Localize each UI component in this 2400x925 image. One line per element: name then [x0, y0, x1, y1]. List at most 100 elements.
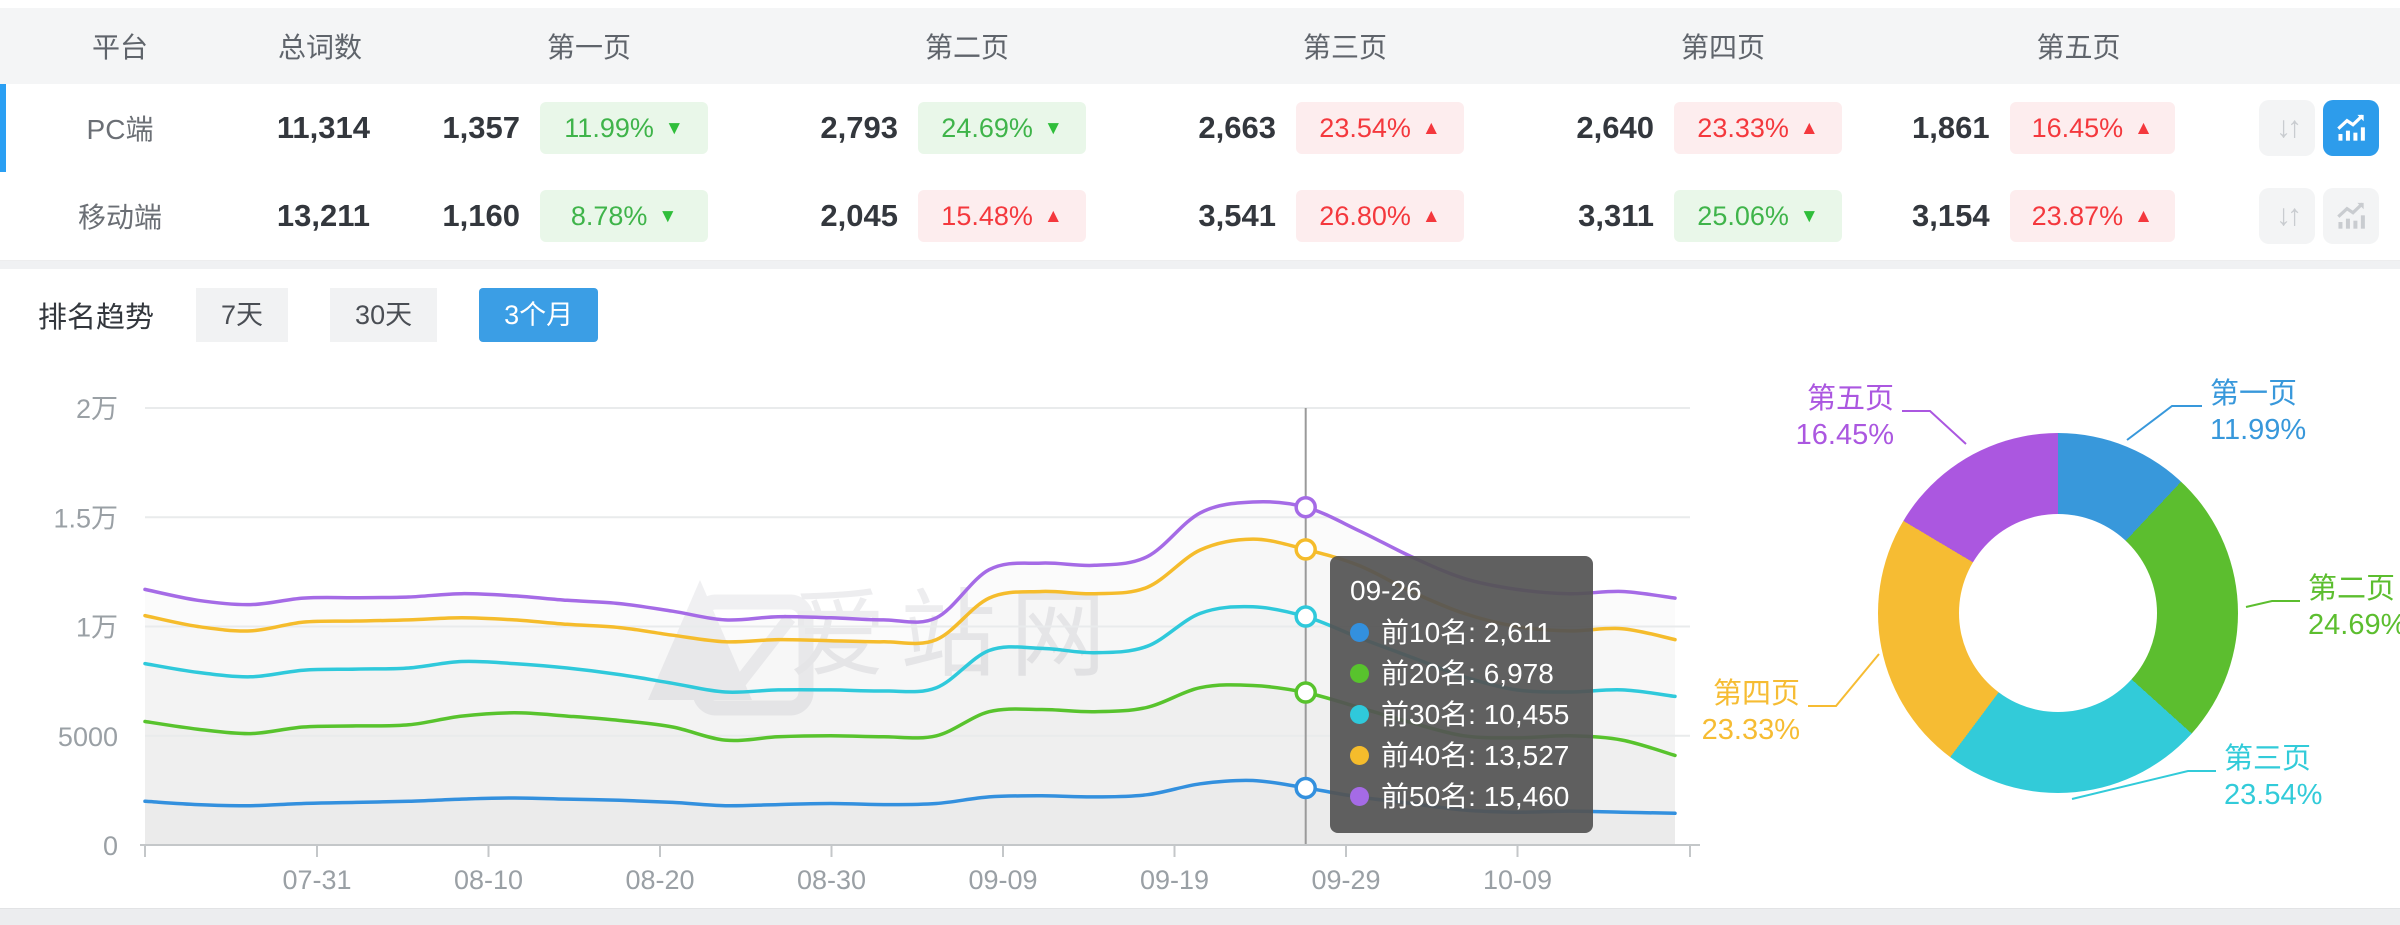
- table-row-mobile[interactable]: 移动端 13,211 1,160 8.78% ▼ 2,045 15.48% ▲ 3,…: [0, 172, 2400, 262]
- highlight-marker-前10名: [1294, 776, 1317, 800]
- page1-count: 1,160: [442, 198, 520, 233]
- platform-label: 移动端: [77, 202, 162, 233]
- change-badge: 8.78% ▼: [540, 190, 708, 242]
- show-trend-chart-button[interactable]: [2323, 100, 2379, 156]
- change-pct: 25.06%: [1697, 200, 1789, 231]
- col-header-page4: 第四页: [1680, 32, 1765, 63]
- change-pct: 15.48%: [941, 200, 1033, 231]
- donut-label-第三页: 第三页 23.54%: [2224, 743, 2323, 811]
- trend-arrow-icon: ▲: [1421, 117, 1441, 139]
- page3-cell: 3,541 26.80% ▲: [1156, 190, 1534, 242]
- trend-toolbar: 排名趋势 7天 30天 3个月: [38, 288, 640, 342]
- page1-cell: 1,160 8.78% ▼: [400, 190, 778, 242]
- y-tick-label: 1万: [76, 613, 118, 643]
- page4-cell: 2,640 23.33% ▲: [1534, 102, 1912, 154]
- sort-updown-icon: ↓↑: [2276, 199, 2302, 232]
- highlight-marker-前40名: [1294, 538, 1317, 561]
- trend-chart-icon: [2337, 114, 2365, 141]
- tab-3months[interactable]: 3个月: [479, 288, 599, 342]
- donut-leader-line: [2071, 770, 2216, 800]
- total-words-value: 13,211: [276, 198, 370, 233]
- col-header-platform: 平台: [91, 32, 148, 63]
- change-badge: 23.87% ▲: [2009, 190, 2175, 242]
- page5-count: 3,154: [1912, 198, 1990, 233]
- trend-arrow-icon: ▼: [664, 117, 684, 139]
- page3-count: 2,663: [1198, 110, 1276, 145]
- page2-count: 2,793: [820, 110, 898, 145]
- trend-arrow-icon: ▲: [1421, 205, 1441, 227]
- trend-chart-icon: [2337, 202, 2365, 229]
- page2-cell: 2,793 24.69% ▼: [778, 102, 1156, 154]
- change-badge: 15.48% ▲: [918, 190, 1086, 242]
- trend-arrow-icon: ▲: [1799, 117, 1819, 139]
- page4-count: 2,640: [1576, 110, 1654, 145]
- donut-label-第一页: 第一页 11.99%: [2210, 378, 2307, 446]
- platform-label: PC端: [86, 114, 154, 145]
- change-pct: 8.78%: [570, 200, 648, 231]
- donut-leader-line: [2245, 600, 2300, 608]
- page3-cell: 2,663 23.54% ▲: [1156, 102, 1534, 154]
- col-header-page5: 第五页: [2036, 32, 2121, 63]
- donut-leader-line: [2126, 405, 2202, 441]
- show-trend-chart-button[interactable]: [2323, 188, 2379, 244]
- col-header-total-words: 总词数: [277, 32, 362, 63]
- page5-count: 1,861: [1912, 110, 1990, 145]
- table-header-row: 平台 总词数 第一页 第二页 第三页 第四页 第五页: [0, 8, 2400, 85]
- change-pct: 23.87%: [2031, 200, 2124, 231]
- trend-arrow-icon: ▲: [2134, 205, 2153, 227]
- watermark: 爱站网: [648, 580, 1106, 716]
- donut-label-第二页: 第二页 24.69%: [2308, 573, 2400, 641]
- col-header-page2: 第二页: [924, 32, 1009, 63]
- page-bottom-strip: [0, 908, 2400, 925]
- sort-updown-button[interactable]: ↓↑: [2259, 100, 2315, 156]
- change-pct: 16.45%: [2031, 112, 2124, 143]
- row-actions: ↓↑: [2245, 188, 2400, 244]
- page4-count: 3,311: [1578, 198, 1654, 233]
- tab-7days[interactable]: 7天: [196, 288, 289, 342]
- x-tick-label: 09-29: [1311, 865, 1380, 895]
- y-tick-label: 0: [103, 831, 118, 861]
- page5-cell: 3,154 23.87% ▲: [1912, 190, 2245, 242]
- y-tick-label: 2万: [76, 394, 118, 424]
- row-actions: ↓↑: [2245, 100, 2400, 156]
- section-divider: [0, 261, 2400, 269]
- table-row-pc[interactable]: PC端 11,314 1,357 11.99% ▼ 2,793 24.69% ▼ 2…: [0, 84, 2400, 174]
- trend-arrow-icon: ▼: [1043, 117, 1063, 139]
- tab-30days[interactable]: 30天: [330, 288, 438, 342]
- change-pct: 11.99%: [564, 112, 654, 143]
- x-tick-label: 08-10: [454, 865, 523, 895]
- trend-arrow-icon: ▼: [1799, 205, 1819, 227]
- change-pct: 23.54%: [1319, 112, 1411, 143]
- page5-cell: 1,861 16.45% ▲: [1912, 102, 2245, 154]
- donut-leader-line: [1902, 410, 1967, 445]
- donut-hole: [1959, 514, 2157, 712]
- highlight-marker-前50名: [1294, 495, 1317, 519]
- y-tick-label: 1.5万: [53, 503, 118, 533]
- highlight-marker-前30名: [1294, 605, 1317, 628]
- change-badge: 25.06% ▼: [1674, 190, 1842, 242]
- page2-cell: 2,045 15.48% ▲: [778, 190, 1156, 242]
- trend-arrow-icon: ▲: [2134, 117, 2153, 139]
- x-tick-label: 08-30: [797, 865, 866, 895]
- x-tick-label: 07-31: [282, 865, 351, 895]
- trend-arrow-icon: ▲: [1043, 205, 1063, 227]
- trend-section-title: 排名趋势: [38, 302, 155, 334]
- change-pct: 26.80%: [1319, 200, 1411, 231]
- donut-leader-line: [1808, 653, 1880, 707]
- change-badge: 16.45% ▲: [2009, 102, 2175, 154]
- page1-cell: 1,357 11.99% ▼: [400, 102, 778, 154]
- sort-updown-button[interactable]: ↓↑: [2259, 188, 2315, 244]
- page2-count: 2,045: [820, 198, 898, 233]
- col-header-page1: 第一页: [546, 32, 631, 63]
- change-badge: 23.54% ▲: [1296, 102, 1464, 154]
- trend-arrow-icon: ▼: [658, 205, 678, 227]
- donut-label-第五页: 第五页 16.45%: [1795, 383, 1894, 451]
- x-tick-label: 09-09: [968, 865, 1037, 895]
- series-area-前50名: [145, 502, 1675, 845]
- sort-updown-icon: ↓↑: [2276, 111, 2302, 144]
- page4-cell: 3,311 25.06% ▼: [1534, 190, 1912, 242]
- change-badge: 24.69% ▼: [918, 102, 1086, 154]
- total-words-value: 11,314: [276, 110, 370, 145]
